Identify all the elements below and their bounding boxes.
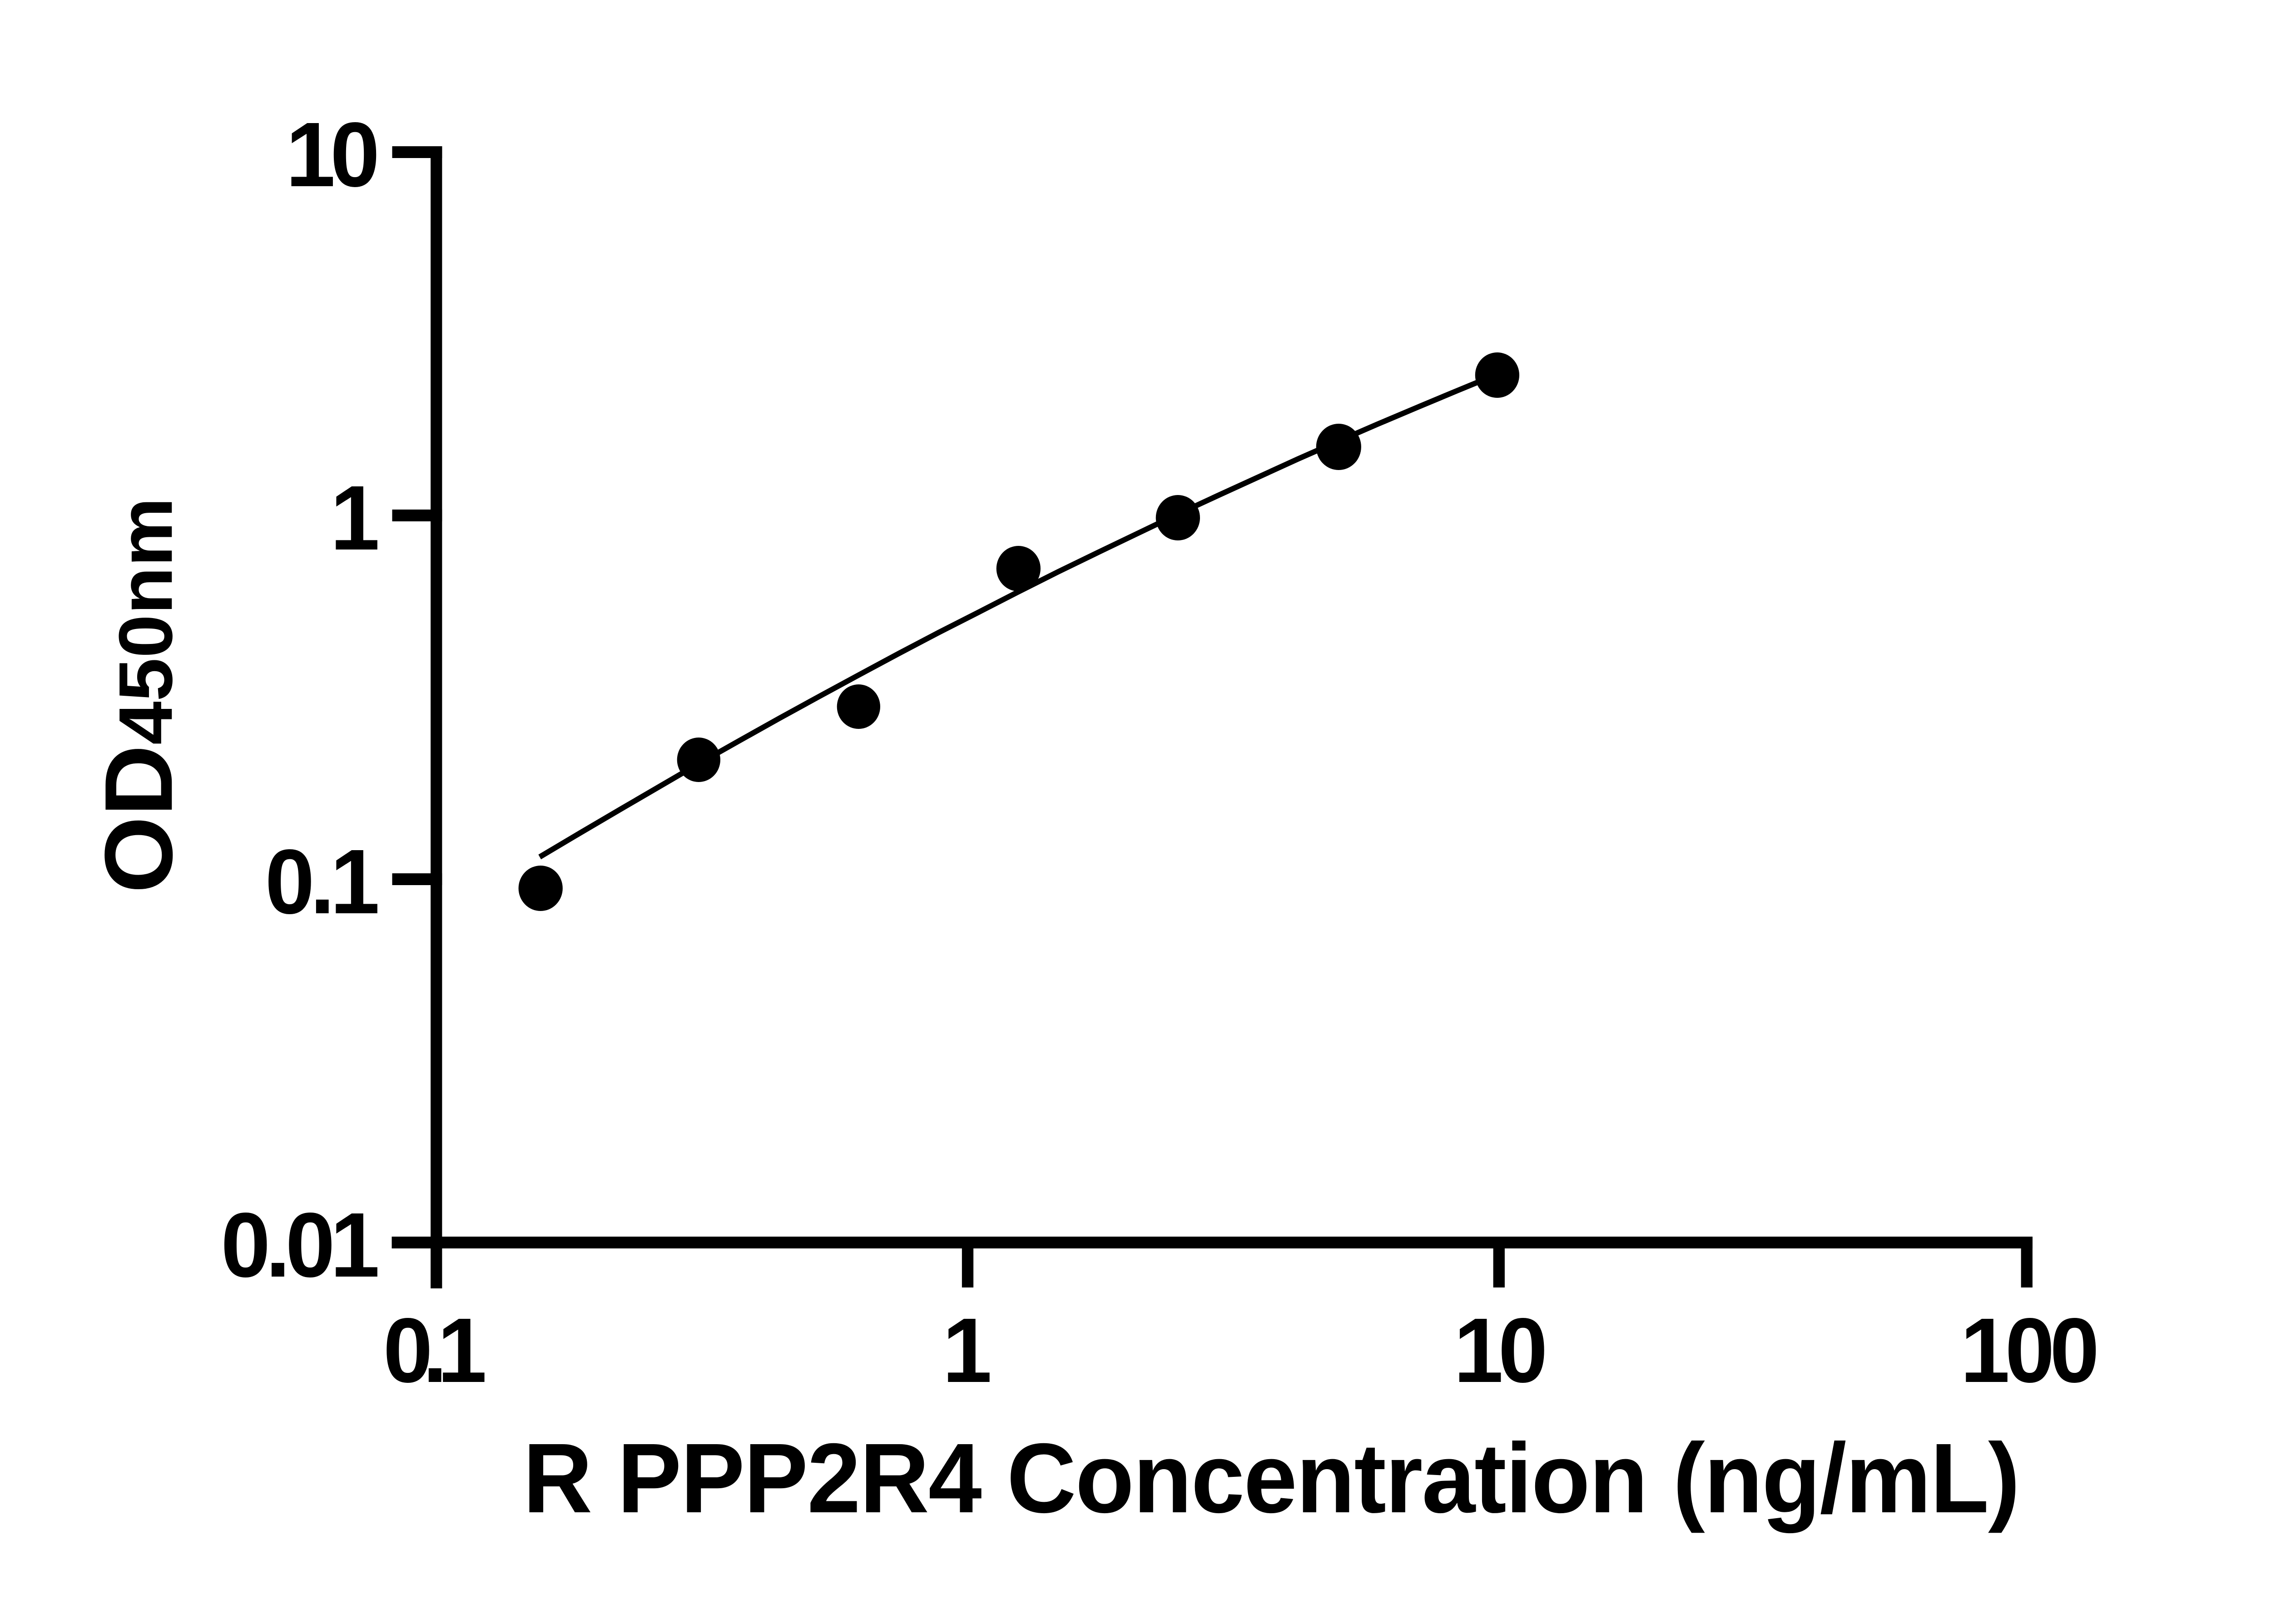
svg-text:10: 10 (286, 104, 380, 206)
svg-text:1: 1 (942, 1300, 992, 1402)
svg-text:OD: OD (84, 745, 193, 893)
svg-text:0.1: 0.1 (383, 1300, 487, 1402)
svg-text:0.1: 0.1 (265, 831, 380, 933)
svg-text:R PPP2R4 Concentration (ng/mL): R PPP2R4 Concentration (ng/mL) (523, 1422, 2020, 1533)
svg-text:1: 1 (330, 467, 380, 569)
svg-text:100: 100 (1960, 1300, 2099, 1402)
svg-text:0.01: 0.01 (221, 1194, 380, 1297)
svg-text:450nm: 450nm (103, 497, 188, 745)
svg-text:10: 10 (1454, 1300, 1548, 1402)
